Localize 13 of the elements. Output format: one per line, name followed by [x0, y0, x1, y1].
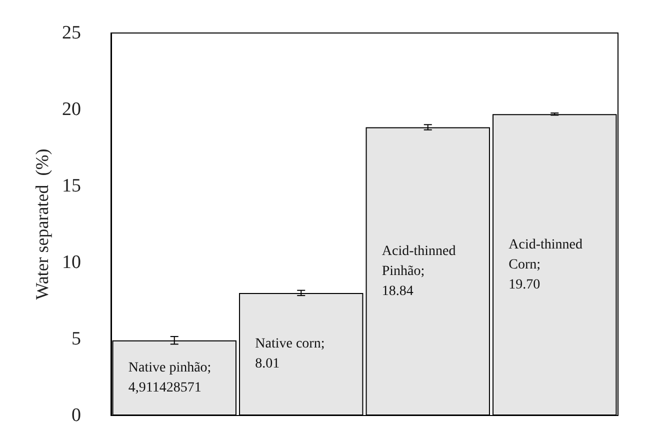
bar [239, 292, 364, 416]
y-tick-label: 0 [72, 405, 81, 426]
y-tick-label: 5 [72, 328, 81, 350]
bar [366, 127, 490, 416]
y-tick-label: 10 [62, 252, 81, 273]
y-tick-label: 20 [62, 99, 81, 120]
y-tick-label: 25 [62, 22, 81, 44]
y-axis-title: Water separated (%) [32, 148, 52, 300]
data-label: Acid-thinned Corn; 19.70 [508, 237, 582, 292]
y-tick-label: 15 [62, 176, 81, 196]
data-label: Native pinhão; 4,911428571 [128, 360, 212, 396]
data-label: Native corn; 8.01 [255, 336, 325, 372]
data-label: Acid-thinned Pinhão; 18.84 [382, 244, 456, 299]
